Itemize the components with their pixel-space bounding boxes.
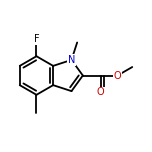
Text: O: O: [114, 71, 121, 81]
Text: O: O: [97, 88, 104, 97]
Text: F: F: [34, 34, 39, 44]
Text: N: N: [68, 55, 75, 65]
